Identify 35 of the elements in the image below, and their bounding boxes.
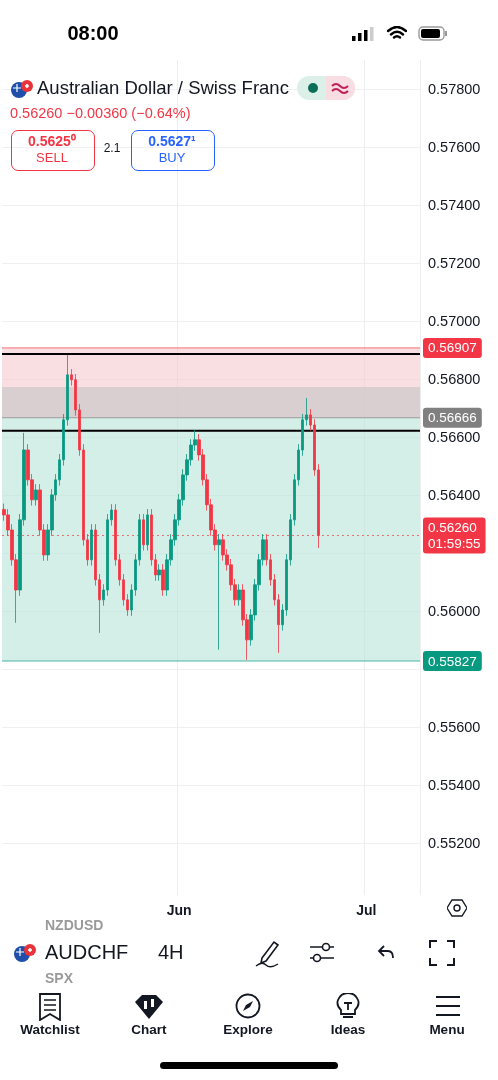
y-tick-label: 0.55600 <box>428 718 481 735</box>
x-tick-label: Jul <box>356 902 377 918</box>
y-tick-label: 0.55200 <box>428 834 481 851</box>
y-tick-label: 0.57600 <box>428 138 481 155</box>
text: Chart <box>131 1022 167 1038</box>
y-tick-label: 0.57200 <box>428 254 481 271</box>
annotation: 0.5625⁰ <box>28 133 76 150</box>
ref-line-label: 0.56666 <box>428 410 477 426</box>
annotation: 0.5627¹ <box>148 133 196 150</box>
y-tick-label: 0.57000 <box>428 312 481 329</box>
annotation: BUY <box>158 150 186 166</box>
text: Ideas <box>330 1022 366 1038</box>
annotation: 2.1 <box>103 141 121 156</box>
text: SPX <box>45 970 74 987</box>
y-tick-label: 0.57800 <box>428 80 481 97</box>
ref-line-label: 0.55827 <box>428 653 477 669</box>
y-tick-label: 0.56600 <box>428 428 481 445</box>
y-tick-label: 0.56400 <box>428 486 481 503</box>
x-tick-label: Jun <box>166 902 192 918</box>
text: 0.56260 −0.00360 (−0.64%) <box>10 105 191 122</box>
text: 4H <box>158 941 184 964</box>
ref-line-label: 0.56907 <box>428 340 477 356</box>
text: AUDCHF <box>45 941 129 964</box>
y-tick-label: 0.55400 <box>428 776 481 793</box>
text: NZDUSD <box>45 917 104 934</box>
text: Watchlist <box>20 1022 80 1038</box>
ref-line-label: 0.56260 01:59:55 <box>428 519 481 551</box>
text: 08:00 <box>67 22 119 45</box>
text: Menu <box>429 1022 465 1038</box>
annotation: SELL <box>36 150 68 166</box>
y-tick-label: 0.56000 <box>428 602 481 619</box>
text: Australian Dollar / Swiss Franc <box>37 77 289 99</box>
y-tick-label: 0.57400 <box>428 196 481 213</box>
y-tick-label: 0.56800 <box>428 370 481 387</box>
text: Explore <box>223 1022 273 1038</box>
